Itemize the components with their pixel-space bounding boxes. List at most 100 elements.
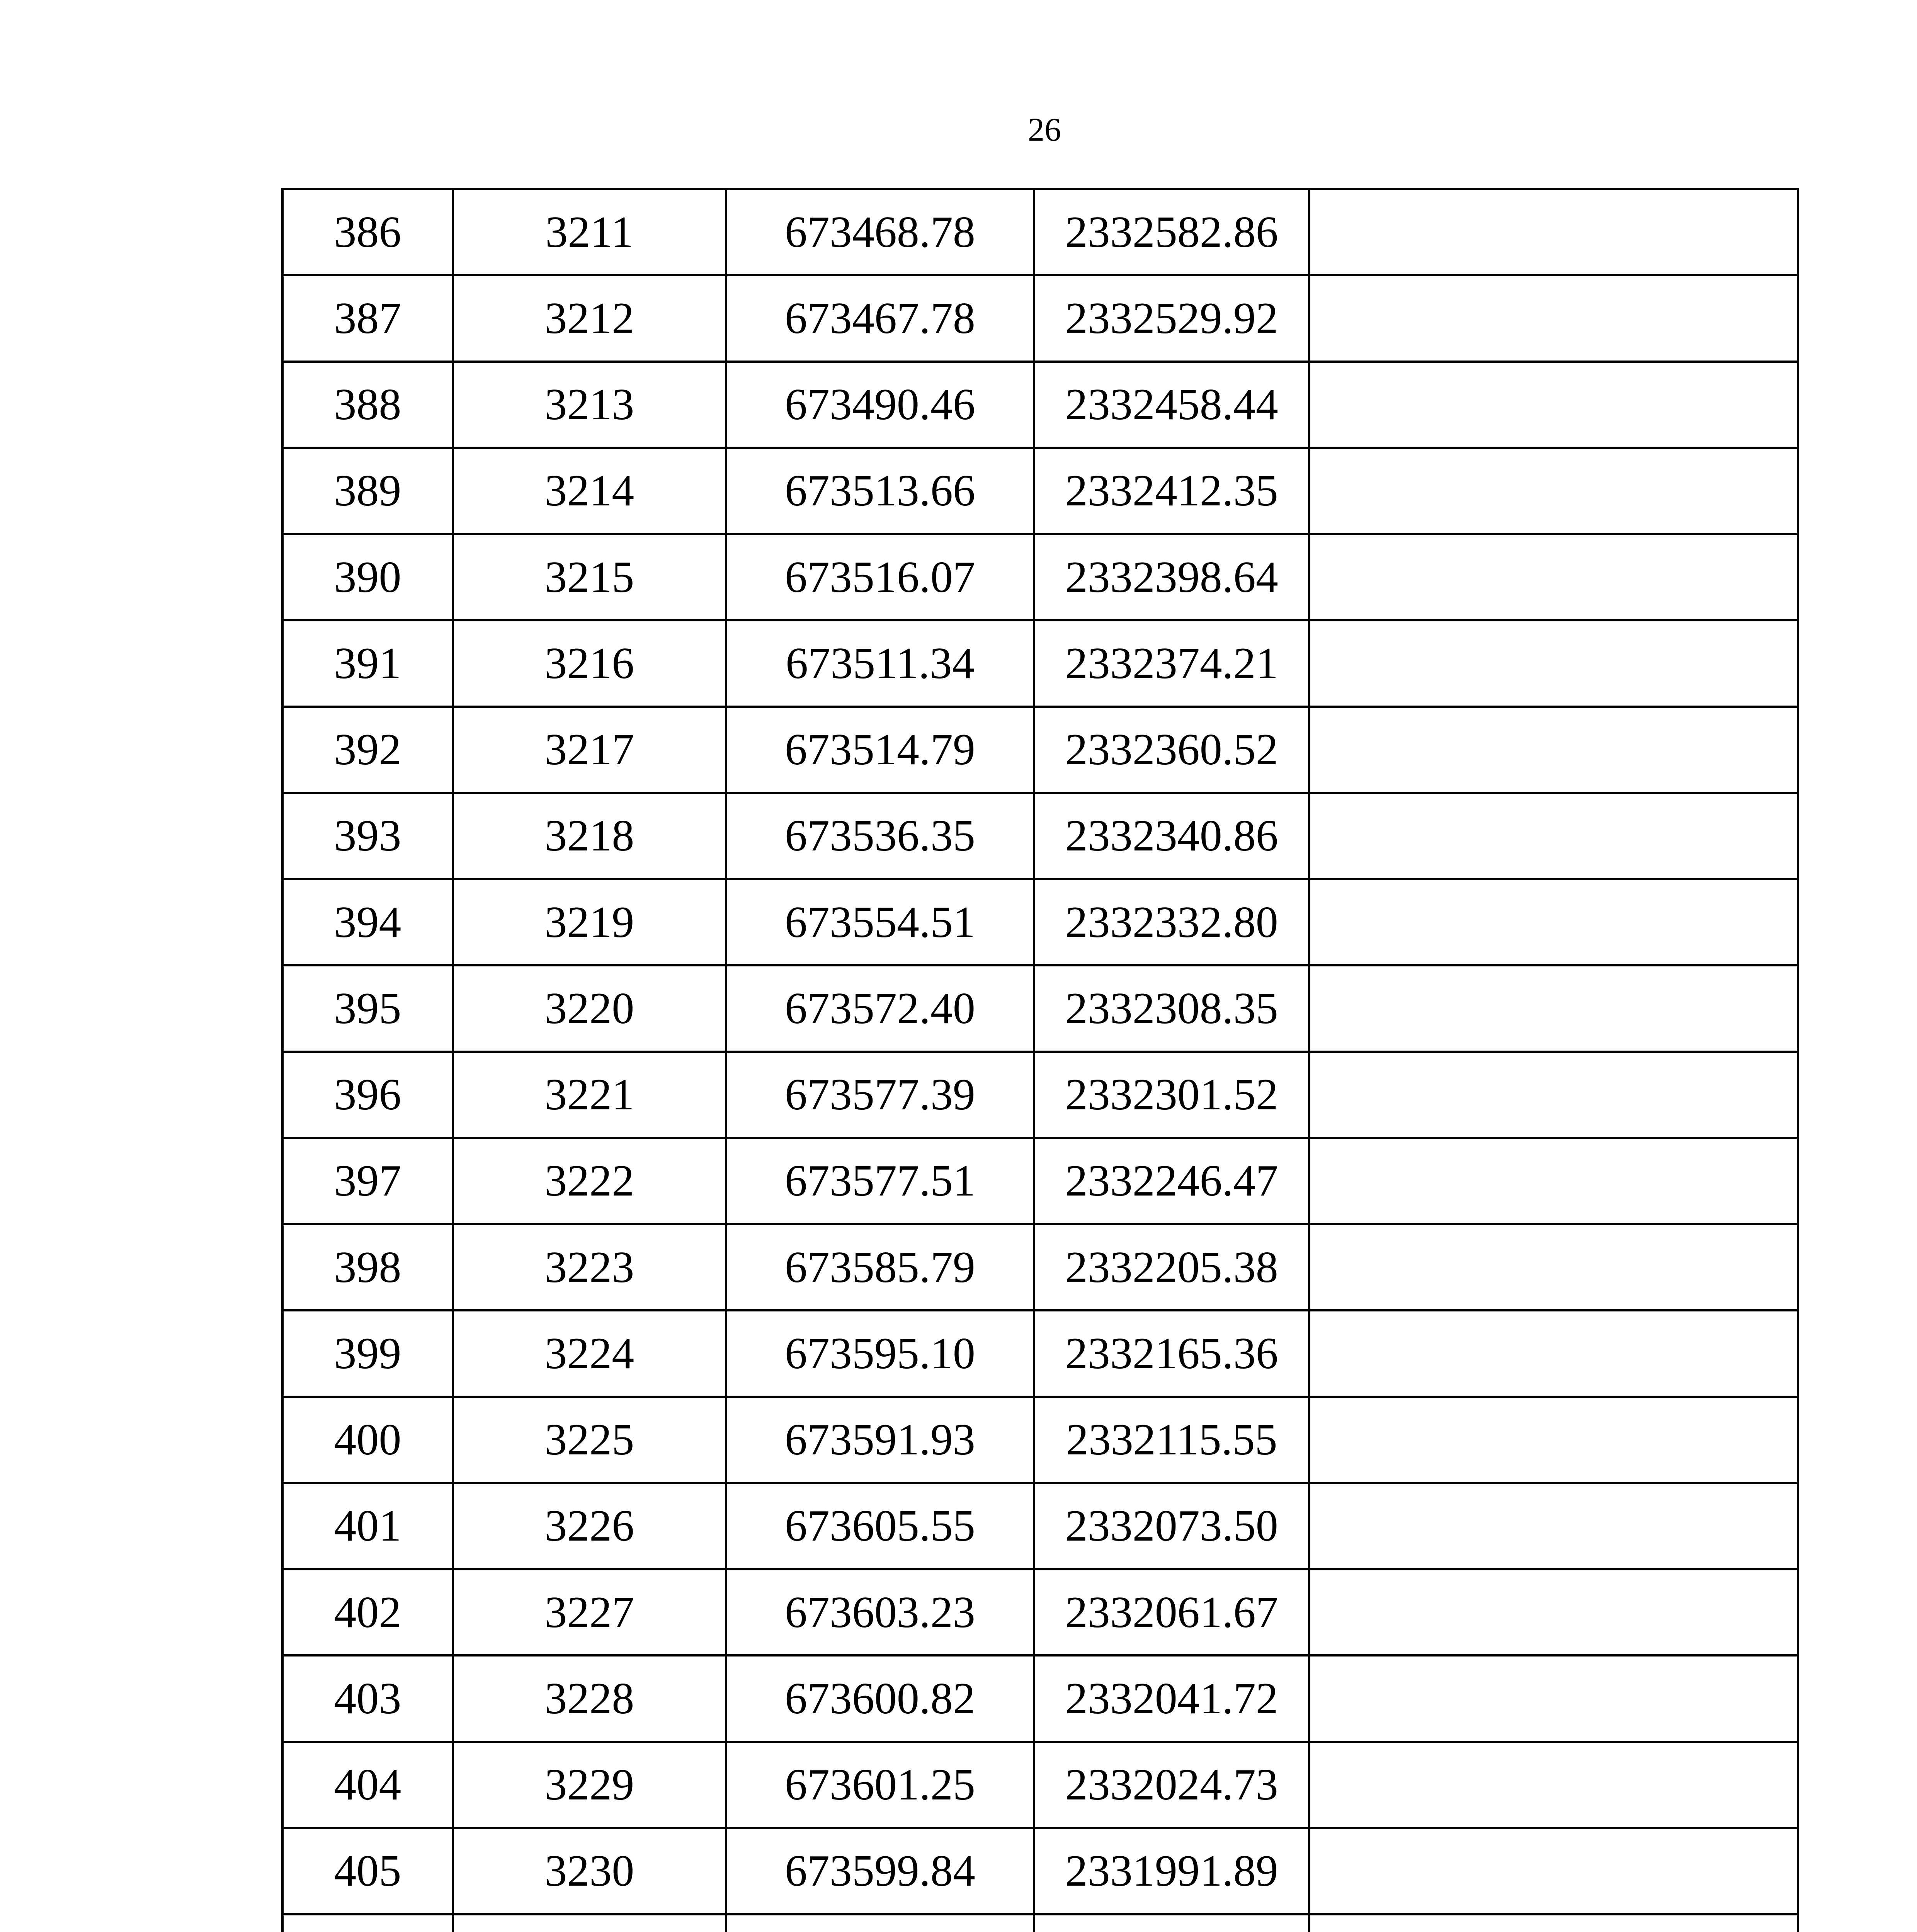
cell-sequence-number: 400 [281, 1395, 454, 1484]
cell-y-coordinate: 2332301.52 [1033, 1050, 1311, 1139]
cell-x-coordinate: 673595.10 [725, 1309, 1036, 1398]
cell-x-coordinate: 673577.51 [725, 1136, 1036, 1226]
cell-y-coordinate: 2331991.89 [1033, 1827, 1311, 1916]
cell-empty [1308, 446, 1799, 536]
cell-empty [1308, 705, 1799, 794]
table-row: 394 3219 673554.51 2332332.80 [281, 878, 1799, 967]
table-row: 393 3218 673536.35 2332340.86 [281, 791, 1799, 881]
cell-sequence-number: 393 [281, 791, 454, 881]
cell-y-coordinate: 2332061.67 [1033, 1568, 1311, 1657]
cell-empty [1308, 1050, 1799, 1139]
cell-point-number: 3219 [451, 878, 727, 967]
coordinates-table: 386 3211 673468.78 2332582.86 387 3212 673467.… [281, 187, 1799, 1932]
cell-point-number: 3215 [451, 532, 727, 622]
cell-point-number: 3218 [451, 791, 727, 881]
cell-empty [1308, 1136, 1799, 1226]
cell-empty [1308, 619, 1799, 708]
cell-x-coordinate: 673594.02 [725, 1913, 1036, 1932]
cell-y-coordinate: 2331967.43 [1033, 1913, 1311, 1932]
cell-y-coordinate: 2332529.92 [1033, 274, 1311, 363]
cell-y-coordinate: 2332398.64 [1033, 532, 1311, 622]
table-row: 397 3222 673577.51 2332246.47 [281, 1136, 1799, 1226]
cell-x-coordinate: 673601.25 [725, 1740, 1036, 1829]
cell-sequence-number: 398 [281, 1223, 454, 1312]
cell-point-number: 3229 [451, 1740, 727, 1829]
cell-x-coordinate: 673513.66 [725, 446, 1036, 536]
cell-x-coordinate: 673599.84 [725, 1827, 1036, 1916]
table-row: 402 3227 673603.23 2332061.67 [281, 1568, 1799, 1657]
cell-x-coordinate: 673600.82 [725, 1654, 1036, 1743]
cell-x-coordinate: 673585.79 [725, 1223, 1036, 1312]
cell-sequence-number: 402 [281, 1568, 454, 1657]
cell-y-coordinate: 2332041.72 [1033, 1654, 1311, 1743]
cell-sequence-number: 390 [281, 532, 454, 622]
cell-sequence-number: 404 [281, 1740, 454, 1829]
cell-sequence-number: 391 [281, 619, 454, 708]
cell-point-number: 3214 [451, 446, 727, 536]
cell-y-coordinate: 2332412.35 [1033, 446, 1311, 536]
cell-sequence-number: 387 [281, 274, 454, 363]
coordinates-table-body: 386 3211 673468.78 2332582.86 387 3212 673467.… [281, 187, 1799, 1932]
cell-x-coordinate: 673554.51 [725, 878, 1036, 967]
table-row: 403 3228 673600.82 2332041.72 [281, 1654, 1799, 1743]
cell-x-coordinate: 673467.78 [725, 274, 1036, 363]
cell-sequence-number: 392 [281, 705, 454, 794]
cell-y-coordinate: 2332073.50 [1033, 1481, 1311, 1571]
cell-x-coordinate: 673490.46 [725, 360, 1036, 449]
cell-x-coordinate: 673511.34 [725, 619, 1036, 708]
cell-point-number: 3221 [451, 1050, 727, 1139]
cell-point-number: 3222 [451, 1136, 727, 1226]
cell-point-number: 3228 [451, 1654, 727, 1743]
cell-y-coordinate: 2332165.36 [1033, 1309, 1311, 1398]
table-row: 391 3216 673511.34 2332374.21 [281, 619, 1799, 708]
cell-empty [1308, 532, 1799, 622]
cell-empty [1308, 274, 1799, 363]
cell-x-coordinate: 673603.23 [725, 1568, 1036, 1657]
cell-x-coordinate: 673572.40 [725, 964, 1036, 1053]
cell-sequence-number: 395 [281, 964, 454, 1053]
cell-point-number: 3217 [451, 705, 727, 794]
cell-point-number: 3220 [451, 964, 727, 1053]
cell-y-coordinate: 2332340.86 [1033, 791, 1311, 881]
cell-empty [1308, 878, 1799, 967]
cell-y-coordinate: 2332458.44 [1033, 360, 1311, 449]
cell-point-number: 3230 [451, 1827, 727, 1916]
cell-x-coordinate: 673577.39 [725, 1050, 1036, 1139]
cell-empty [1308, 1223, 1799, 1312]
cell-point-number: 3211 [451, 187, 727, 277]
cell-sequence-number: 386 [281, 187, 454, 277]
cell-point-number: 3227 [451, 1568, 727, 1657]
cell-point-number: 3226 [451, 1481, 727, 1571]
cell-sequence-number: 389 [281, 446, 454, 536]
table-row: 400 3225 673591.93 2332115.55 [281, 1395, 1799, 1484]
cell-y-coordinate: 2332582.86 [1033, 187, 1311, 277]
table-row: 388 3213 673490.46 2332458.44 [281, 360, 1799, 449]
cell-empty [1308, 1913, 1799, 1932]
cell-y-coordinate: 2332360.52 [1033, 705, 1311, 794]
cell-point-number: 3225 [451, 1395, 727, 1484]
cell-sequence-number: 405 [281, 1827, 454, 1916]
cell-x-coordinate: 673468.78 [725, 187, 1036, 277]
cell-x-coordinate: 673591.93 [725, 1395, 1036, 1484]
cell-sequence-number: 401 [281, 1481, 454, 1571]
table-row: 399 3224 673595.10 2332165.36 [281, 1309, 1799, 1398]
cell-point-number: 3213 [451, 360, 727, 449]
table-row: 390 3215 673516.07 2332398.64 [281, 532, 1799, 622]
cell-y-coordinate: 2332024.73 [1033, 1740, 1311, 1829]
cell-empty [1308, 360, 1799, 449]
table-row: 398 3223 673585.79 2332205.38 [281, 1223, 1799, 1312]
table-row: 386 3211 673468.78 2332582.86 [281, 187, 1799, 277]
cell-sequence-number: 388 [281, 360, 454, 449]
table-row: 395 3220 673572.40 2332308.35 [281, 964, 1799, 1053]
cell-sequence-number: 403 [281, 1654, 454, 1743]
cell-x-coordinate: 673536.35 [725, 791, 1036, 881]
cell-x-coordinate: 673516.07 [725, 532, 1036, 622]
page-number: 26 [1028, 111, 1061, 148]
cell-point-number: 3231 [451, 1913, 727, 1932]
cell-point-number: 3223 [451, 1223, 727, 1312]
table-row: 4063231673594.022331967.43 [281, 1913, 1799, 1932]
cell-empty [1308, 1481, 1799, 1571]
cell-y-coordinate: 2332246.47 [1033, 1136, 1311, 1226]
cell-empty [1308, 1740, 1799, 1829]
cell-sequence-number: 394 [281, 878, 454, 967]
